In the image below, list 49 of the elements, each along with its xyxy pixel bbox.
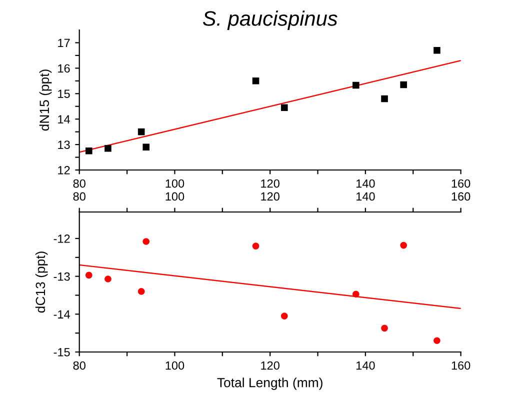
x-tick-label: 160 — [452, 361, 470, 370]
point — [280, 312, 288, 320]
y-axis-title: dN15 (ppt) — [39, 70, 52, 131]
x-tick-label: 140 — [356, 179, 375, 188]
point — [85, 272, 92, 279]
y-tick-label: -13 — [54, 272, 70, 281]
x-tick-label: 140 — [356, 361, 375, 370]
point — [252, 242, 260, 250]
point — [434, 337, 440, 344]
y-axis-title: dC13 (ppt) — [35, 252, 48, 313]
point — [352, 290, 360, 298]
x-tick-label: 80 — [73, 361, 86, 370]
point — [400, 81, 407, 88]
y-tick-label: 17 — [58, 38, 70, 48]
point — [400, 242, 407, 249]
y-tick-label: -14 — [54, 310, 70, 318]
y-tick-label: 13 — [58, 140, 70, 149]
y-tick-label: 16 — [58, 64, 70, 73]
y-tick-label: 12 — [58, 166, 70, 174]
y-tick-label: 15 — [58, 90, 70, 98]
point — [280, 104, 288, 112]
point — [142, 144, 150, 150]
x2-tick-label: 100 — [166, 192, 184, 201]
y-tick-label: 14 — [58, 115, 70, 124]
point — [252, 78, 260, 84]
x-tick-label: 120 — [261, 361, 280, 370]
point — [381, 324, 388, 332]
point — [434, 46, 440, 54]
point — [381, 95, 388, 102]
y-tick-label: -12 — [54, 234, 70, 243]
point — [138, 288, 145, 295]
x2-tick-label: 120 — [261, 192, 280, 201]
x-tick-label: 80 — [73, 179, 86, 188]
point — [85, 148, 92, 154]
x2-tick-label: 80 — [73, 192, 86, 201]
x-tick-label: 100 — [166, 179, 184, 188]
y-tick-label: -15 — [54, 348, 70, 356]
x-tick-label: 160 — [452, 179, 470, 188]
x-tick-label: 100 — [166, 361, 184, 370]
point — [142, 238, 150, 245]
point — [104, 276, 112, 282]
point — [352, 82, 360, 89]
point — [138, 128, 145, 136]
point — [104, 144, 112, 152]
x2-tick-label: 160 — [452, 192, 470, 201]
x2-tick-label: 140 — [356, 192, 375, 201]
x-tick-label: 120 — [261, 179, 280, 188]
chart-title: S. paucispinus — [202, 10, 338, 30]
x-axis-title: Total Length (mm) — [217, 378, 322, 390]
